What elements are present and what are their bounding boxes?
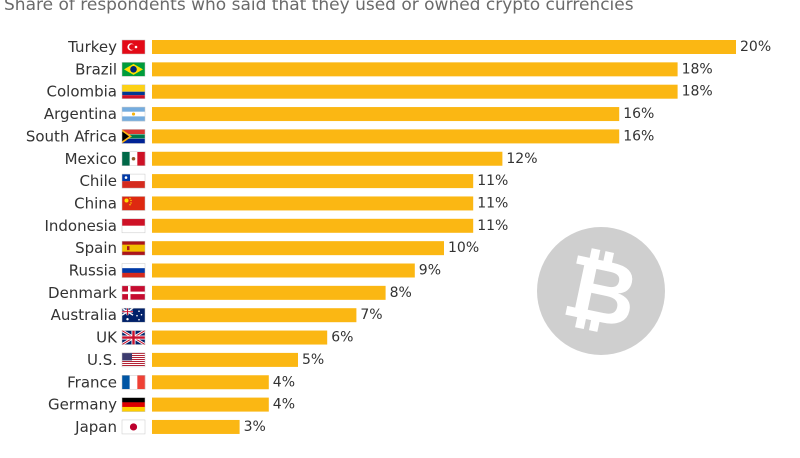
bar-russia [152,263,415,278]
category-label-japan: Japan [74,418,117,436]
bar-denmark [152,285,386,300]
category-label-chile: Chile [79,172,117,190]
value-label-denmark: 8% [390,285,412,301]
bar-france [152,375,269,390]
bar-us [152,352,298,367]
bar-china [152,196,474,211]
denmark-flag-icon [121,285,146,301]
bar-mexico [152,151,503,166]
value-label-argentina: 16% [623,106,654,122]
category-label-australia: Australia [51,306,117,324]
category-label-china: China [74,194,117,212]
bar-argentina [152,107,620,122]
value-label-south-africa: 16% [623,128,654,144]
bar-turkey [152,40,736,54]
category-label-indonesia: Indonesia [44,217,117,235]
value-label-chile: 11% [477,173,508,189]
value-label-uk: 6% [331,330,353,346]
chart-subtitle: Share of respondents who said that they … [4,0,634,15]
value-label-brazil: 18% [682,61,713,77]
value-label-france: 4% [273,374,295,390]
category-label-colombia: Colombia [47,83,118,101]
bar-japan [152,419,240,434]
category-label-turkey: Turkey [67,38,117,56]
bar-indonesia [152,218,474,233]
bar-uk [152,330,328,345]
japan-flag-icon [121,419,146,435]
china-flag-icon [121,196,146,211]
category-label-france: France [67,373,117,391]
value-label-spain: 10% [448,240,479,256]
value-label-mexico: 12% [506,151,537,167]
category-label-russia: Russia [69,262,117,280]
chile-flag-icon [121,173,146,189]
category-label-mexico: Mexico [65,150,117,168]
australia-flag-icon [121,307,146,323]
colombia-flag-icon [121,84,146,99]
brazil-flag-icon [121,62,146,77]
bar-brazil [152,62,678,77]
germany-flag-icon [121,397,146,412]
spain-flag-icon [121,240,146,256]
russia-flag-icon [121,263,146,278]
category-label-argentina: Argentina [44,105,117,123]
bar-australia [152,308,357,323]
category-label-spain: Spain [75,239,117,257]
bar-colombia [152,84,678,99]
category-label-denmark: Denmark [48,284,117,302]
value-label-japan: 3% [244,419,266,435]
bitcoin-icon: ₿ [537,227,665,355]
value-label-australia: 7% [360,307,382,323]
value-label-indonesia: 11% [477,218,508,234]
value-label-germany: 4% [273,397,295,413]
argentina-flag-icon [121,106,146,122]
category-label-us: U.S. [87,351,117,369]
value-label-turkey: 20% [740,39,771,55]
bar-south-africa [152,129,620,144]
bar-germany [152,397,269,412]
bar-spain [152,241,444,256]
us-flag-icon [121,352,146,368]
bar-chile [152,174,474,189]
value-label-china: 11% [477,195,508,211]
category-label-germany: Germany [48,396,117,414]
category-label-south-africa: South Africa [26,127,117,145]
uk-flag-icon [121,329,146,346]
value-label-colombia: 18% [682,84,713,100]
indonesia-flag-icon [121,218,146,234]
france-flag-icon [121,375,146,390]
value-label-russia: 9% [419,263,441,279]
mexico-flag-icon [121,151,146,166]
category-label-brazil: Brazil [75,60,117,78]
south-africa-flag-icon [121,129,146,144]
category-label-uk: UK [96,329,118,347]
turkey-flag-icon [121,39,146,55]
value-label-us: 5% [302,352,324,368]
